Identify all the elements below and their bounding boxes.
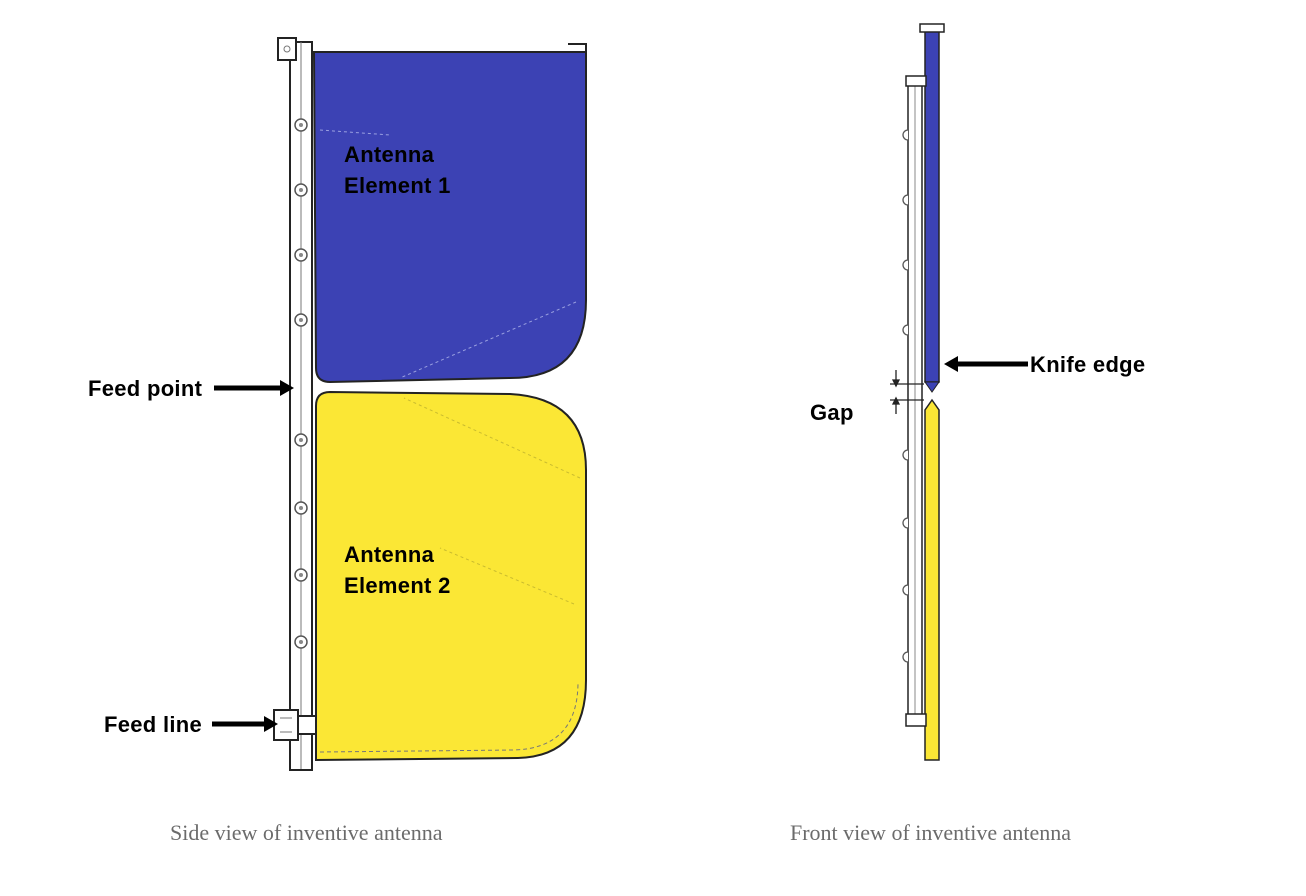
element1-label: AntennaElement 1 — [344, 140, 451, 202]
feed-point-label: Feed point — [88, 376, 202, 402]
gap-label: Gap — [810, 400, 854, 426]
element1-label-line1: AntennaElement 1 — [344, 142, 451, 198]
side-view-caption: Side view of inventive antenna — [170, 820, 442, 846]
feed-point-arrow-icon — [214, 378, 294, 398]
element2-label-line1: AntennaElement 2 — [344, 542, 451, 598]
feed-line-arrow-icon — [212, 714, 278, 734]
knife-edge-label: Knife edge — [1030, 352, 1145, 378]
knife-edge-arrow-icon — [942, 354, 1028, 374]
front-view-svg — [870, 0, 990, 790]
front-view-caption: Front view of inventive antenna — [790, 820, 1071, 846]
feed-line-label: Feed line — [104, 712, 202, 738]
diagram-canvas: AntennaElement 1 AntennaElement 2 Feed p… — [0, 0, 1306, 896]
element2-label: AntennaElement 2 — [344, 540, 451, 602]
